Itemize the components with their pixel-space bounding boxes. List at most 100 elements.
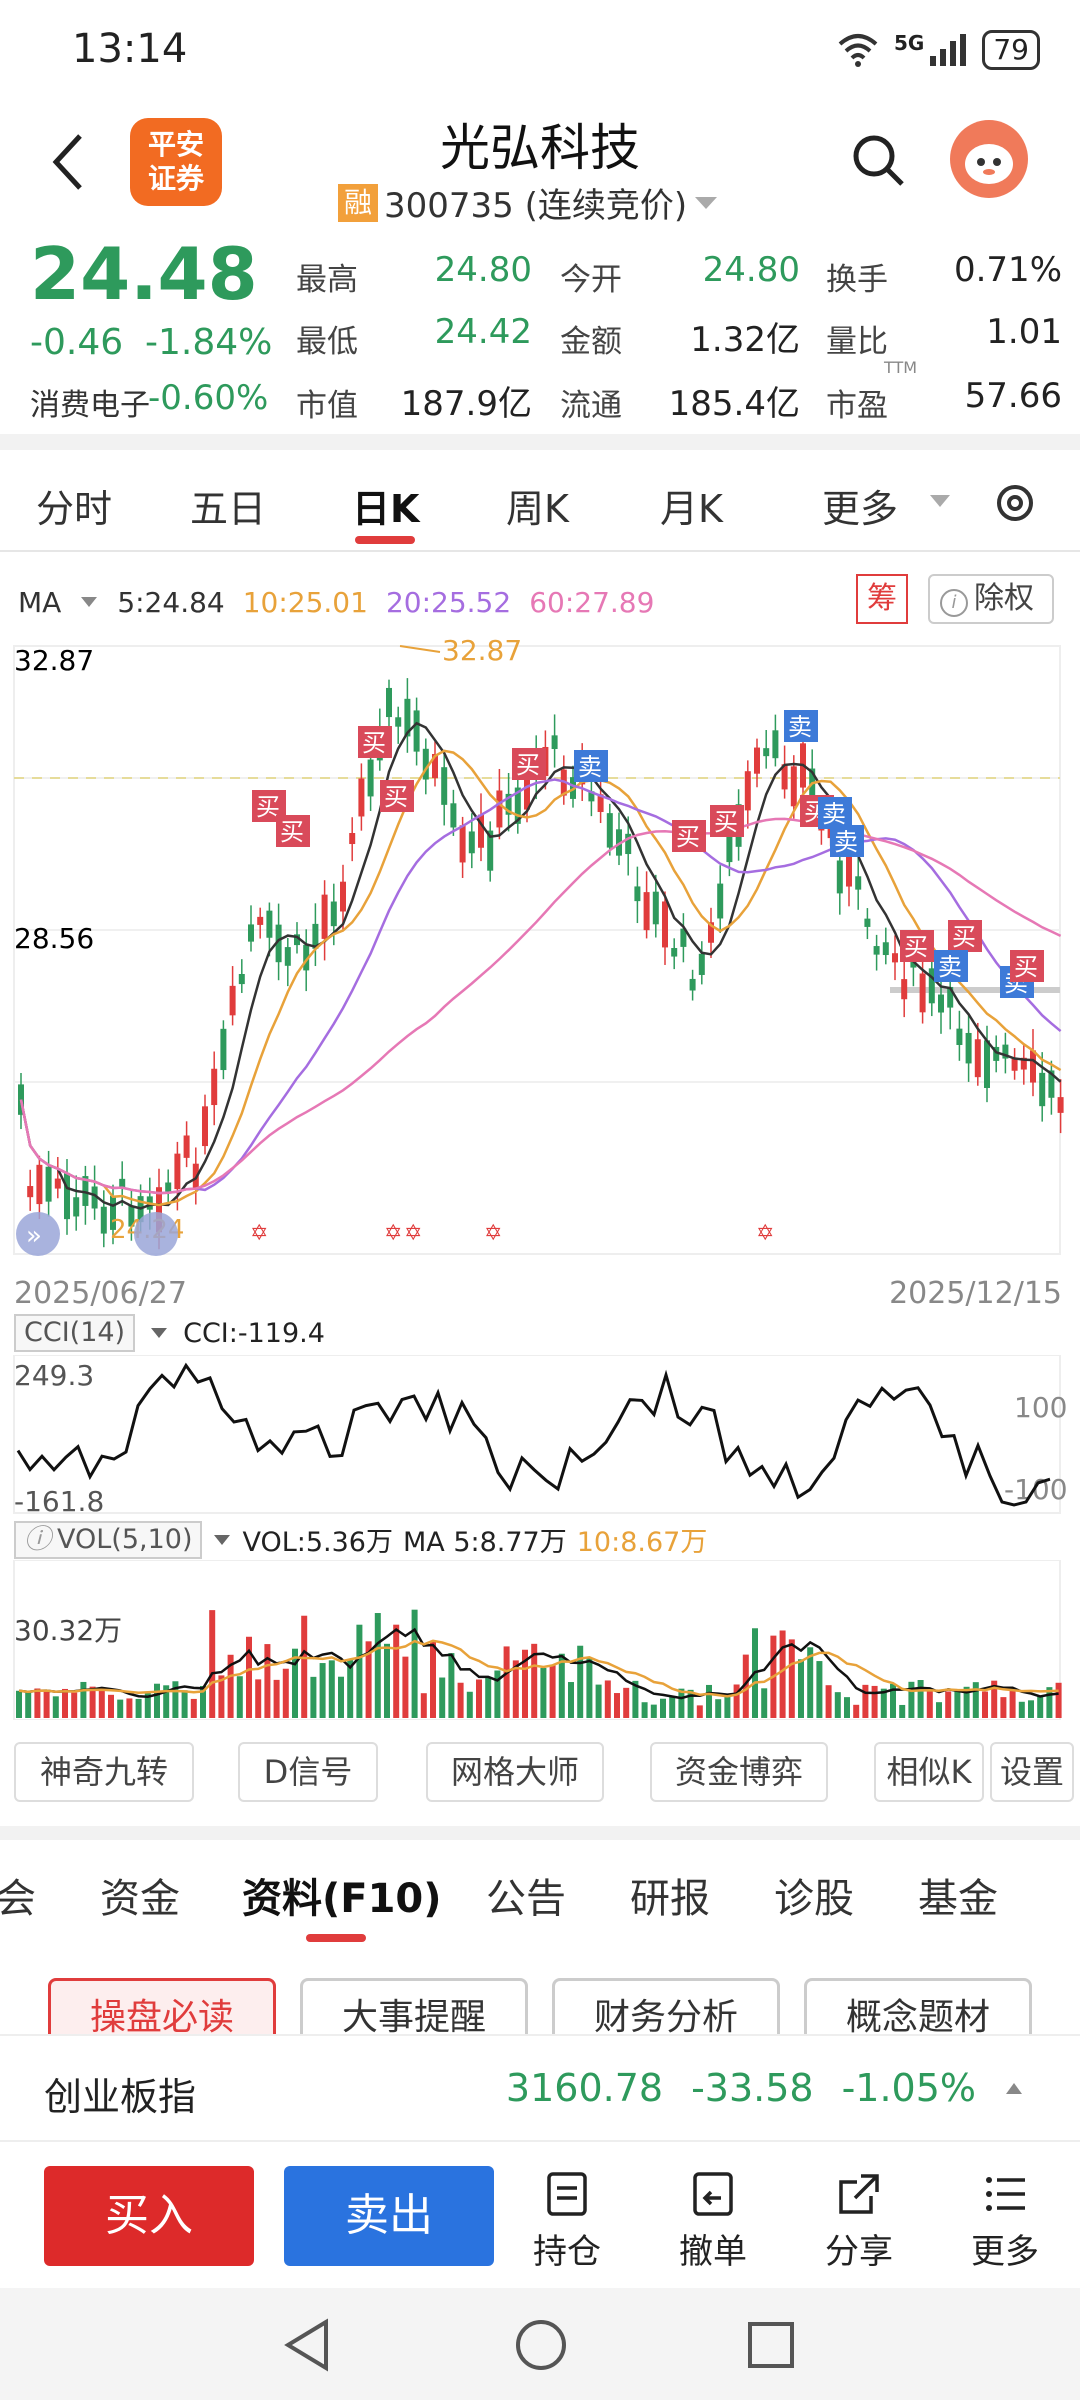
sell-button[interactable]: 卖出 <box>284 2166 494 2266</box>
candle-body <box>781 764 788 790</box>
candle-body <box>82 1176 89 1206</box>
volume-bar <box>34 1688 41 1718</box>
candle-body <box>652 891 659 925</box>
chip-distribution-button[interactable]: 筹 <box>856 574 908 624</box>
candle-body <box>689 978 696 991</box>
candle-body <box>91 1186 98 1209</box>
candle-body <box>413 710 420 752</box>
ma5-value: 5:24.84 <box>117 585 225 619</box>
subtab-financials[interactable]: 财务分析 <box>552 1978 780 2034</box>
volume-bar <box>1018 1701 1025 1718</box>
broker-logo: 平安 证券 <box>130 118 222 206</box>
ma-legend[interactable]: MA 5:24.84 10:25.01 20:25.52 60:27.89 <box>18 580 654 624</box>
assistant-avatar[interactable] <box>950 120 1028 198</box>
tab-research[interactable]: 研报 <box>630 1876 710 1922</box>
volume-bar <box>632 1680 639 1718</box>
candle-body <box>432 753 438 779</box>
volume-bar <box>255 1679 262 1718</box>
stock-name: 光弘科技 <box>440 119 640 177</box>
vol-legend[interactable]: ⓘ VOL(5,10) VOL:5.36万 MA 5:8.77万 10:8.67万 <box>14 1520 707 1559</box>
tab-monthly-k[interactable]: 月K <box>660 487 723 531</box>
holdings-button[interactable]: 持仓 <box>512 2170 622 2273</box>
tab-diagnosis[interactable]: 诊股 <box>774 1876 854 1922</box>
cci-legend[interactable]: CCI(14) CCI:-119.4 <box>14 1314 325 1352</box>
moving-average-lines <box>19 721 1062 1210</box>
cci-indicator-selector[interactable]: CCI(14) <box>14 1314 136 1352</box>
subtab-trading-must-read[interactable]: 操盘必读 <box>48 1978 276 2034</box>
search-button[interactable] <box>848 130 908 190</box>
expand-left-button[interactable] <box>16 1212 60 1256</box>
candle-body <box>1057 1097 1064 1113</box>
nav-home-icon[interactable] <box>514 2318 568 2372</box>
quote-value: 24.80 <box>702 250 800 290</box>
candle-body <box>119 1178 126 1189</box>
volume-bar <box>954 1689 961 1718</box>
tool-d-signal[interactable]: D信号 <box>238 1742 378 1802</box>
cci-frame <box>13 1355 1061 1514</box>
ex-rights-button[interactable]: i 除权 <box>928 574 1054 624</box>
volume-bar <box>917 1680 924 1718</box>
double-chevron-icon: » <box>26 1221 42 1251</box>
tab-five-day[interactable]: 五日 <box>190 487 267 531</box>
active-tab-indicator <box>306 1934 366 1942</box>
tab-funds-holding[interactable]: 基金 <box>918 1876 998 1922</box>
fullscreen-button[interactable] <box>134 1212 178 1256</box>
candle-body <box>873 946 880 955</box>
volume-bar <box>338 1676 344 1718</box>
tab-f10[interactable]: 资料(F10) <box>242 1876 442 1922</box>
candle-body <box>846 849 852 887</box>
buy-button[interactable]: 买入 <box>44 2166 254 2266</box>
sector-name[interactable]: 消费电子 <box>30 388 150 423</box>
volume-bar <box>108 1694 114 1718</box>
tool-magic-nine[interactable]: 神奇九转 <box>14 1742 194 1802</box>
candle-body <box>514 787 521 824</box>
quote-value: 0.71% <box>953 250 1062 290</box>
nav-recents-icon[interactable] <box>746 2320 796 2370</box>
index-ticker[interactable]: 创业板指 3160.78 -33.58 -1.05% <box>0 2034 1080 2140</box>
subtab-events[interactable]: 大事提醒 <box>300 1978 528 2034</box>
tab-more[interactable]: 更多 <box>822 487 899 531</box>
nav-back-icon[interactable] <box>282 2318 332 2372</box>
candle-body <box>882 942 889 956</box>
subtab-concepts[interactable]: 概念题材 <box>804 1978 1032 2034</box>
candle-body <box>211 1068 218 1106</box>
tool-settings[interactable]: 设置 <box>990 1742 1074 1802</box>
tab-daily-k[interactable]: 日K <box>352 487 420 531</box>
back-button[interactable] <box>40 122 100 202</box>
tab-community[interactable]: 会 <box>0 1876 36 1922</box>
buy-signal-tag <box>672 820 706 852</box>
more-button[interactable]: 更多 <box>950 2170 1060 2273</box>
cci-chart[interactable]: 249.3 -161.8 100 -100 <box>0 1355 1080 1515</box>
candle-body <box>974 1039 981 1078</box>
cancel-order-button[interactable]: 撤单 <box>658 2170 768 2273</box>
volume-bar <box>374 1613 381 1718</box>
index-value: 3160.78 <box>505 2066 664 2110</box>
volume-bar <box>595 1684 602 1718</box>
signal-label: 卖 <box>834 828 858 856</box>
ma-line <box>19 721 1062 1210</box>
star-icon: ✡ <box>384 1221 402 1246</box>
tool-grid-master[interactable]: 网格大师 <box>426 1742 604 1802</box>
settings-gear-icon[interactable] <box>992 480 1038 526</box>
cci-bottom-label: -161.8 <box>14 1485 104 1515</box>
share-button[interactable]: 分享 <box>804 2170 914 2273</box>
volume-bar <box>807 1647 814 1718</box>
volume-chart[interactable]: 30.32万 <box>0 1560 1080 1720</box>
stock-subtitle[interactable]: 融 300735 (连续竞价) <box>338 178 719 227</box>
quote-value: 187.9亿 <box>400 384 532 424</box>
tab-announcements[interactable]: 公告 <box>486 1876 566 1922</box>
candle-body <box>73 1197 80 1217</box>
tab-weekly-k[interactable]: 周K <box>506 487 569 531</box>
tab-funds[interactable]: 资金 <box>100 1876 180 1922</box>
volume-bar <box>347 1660 354 1718</box>
volume-bar <box>696 1705 703 1718</box>
volume-bar <box>623 1687 630 1718</box>
peak-price-marker: 32.87 <box>442 634 522 667</box>
volume-bar <box>430 1640 436 1718</box>
tab-intraday[interactable]: 分时 <box>36 487 113 531</box>
vol-indicator-selector[interactable]: ⓘ VOL(5,10) <box>14 1520 203 1559</box>
tool-similar-k[interactable]: 相似K <box>874 1742 984 1802</box>
tool-fund-game[interactable]: 资金博弈 <box>650 1742 828 1802</box>
star-markers: ✡ ✡ ✡ ✡ ✡ <box>250 1221 774 1246</box>
